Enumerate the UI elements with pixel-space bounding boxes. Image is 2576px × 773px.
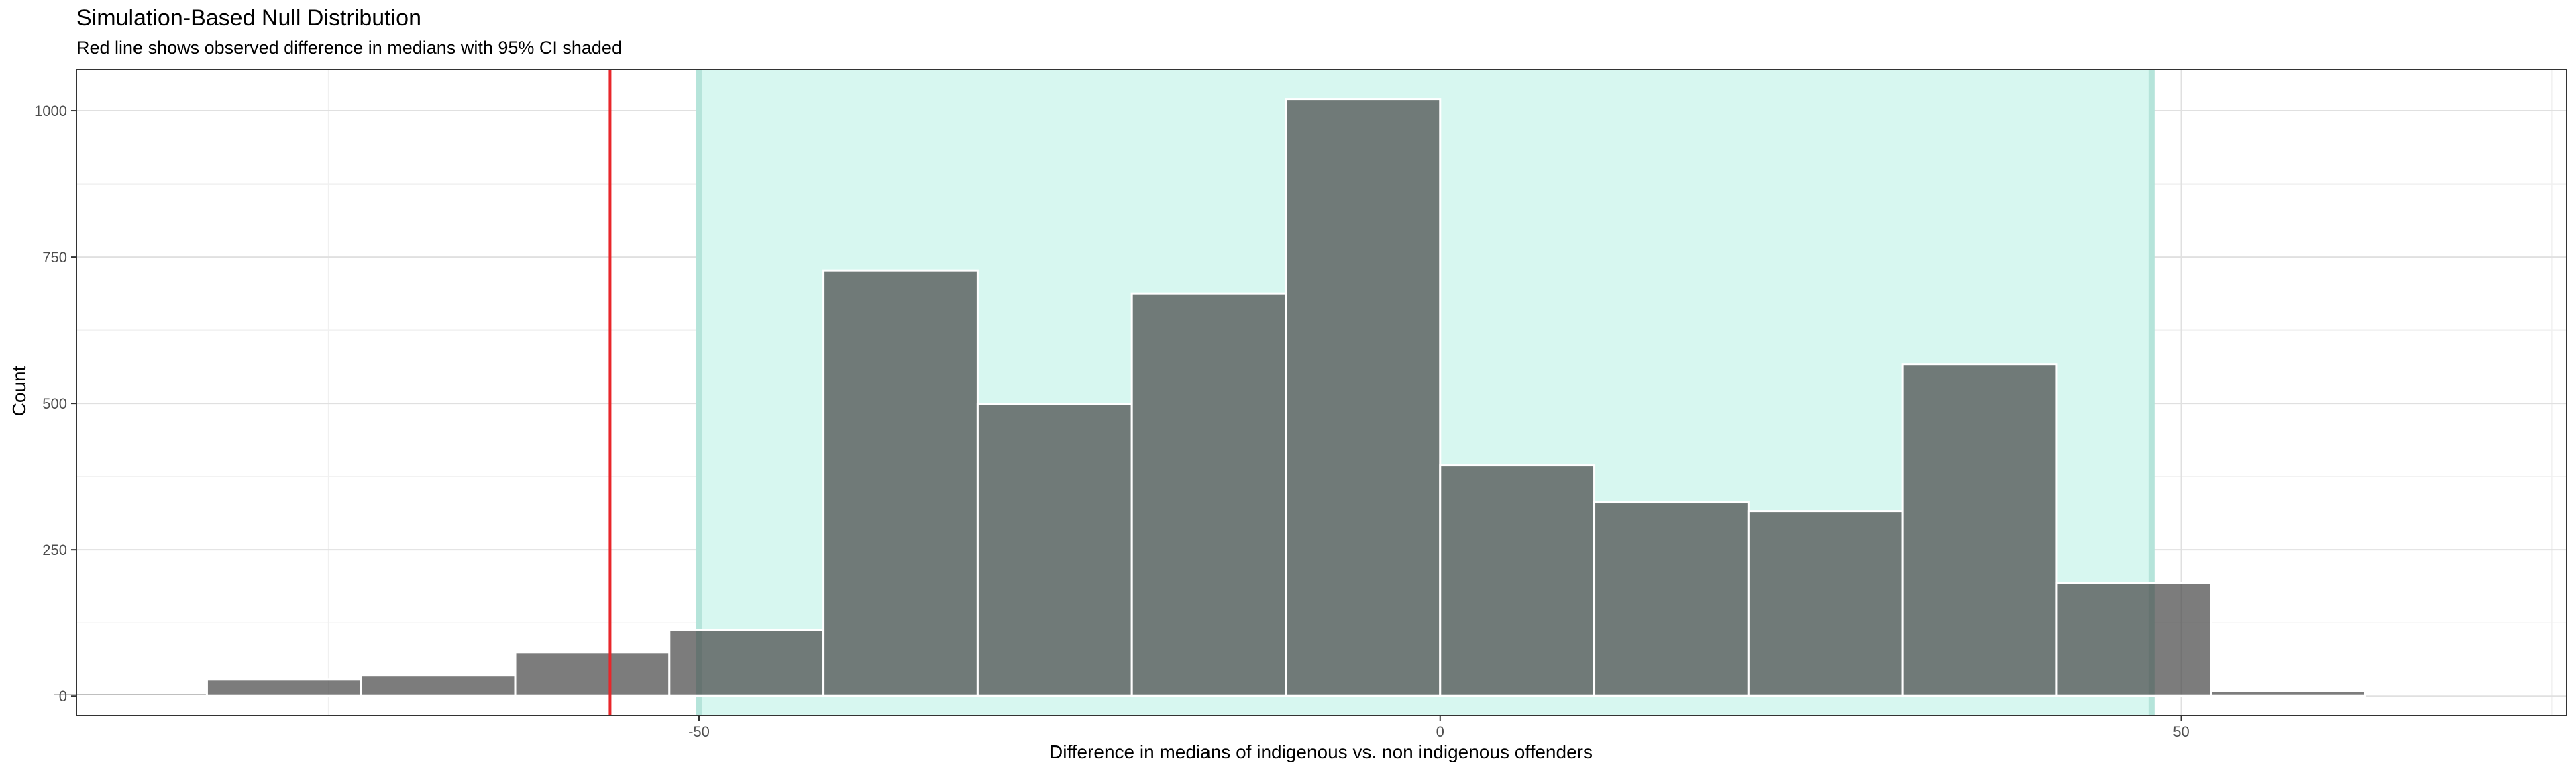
y-tick-label: 1000 [34, 103, 67, 119]
x-axis-title: Difference in medians of indigenous vs. … [1049, 741, 1593, 762]
y-tick-label: 250 [42, 542, 67, 558]
x-tick-label: 0 [1436, 723, 1444, 740]
plot-panel-border [76, 69, 2567, 716]
histogram-bar-2 [205, 678, 362, 697]
x-tick-label: 50 [2173, 723, 2189, 740]
chart-title: Simulation-Based Null Distribution [76, 5, 422, 31]
y-tick-label: 500 [42, 395, 67, 412]
histogram-bar-15 [2210, 690, 2367, 697]
histogram-bar-9 [1285, 98, 1442, 697]
histogram-bar-7 [976, 403, 1133, 697]
histogram-bar-12 [1747, 510, 1904, 697]
histogram-bar-6 [822, 269, 979, 697]
histogram-bar-13 [1901, 363, 2058, 697]
histogram-bar-10 [1439, 464, 1596, 697]
histogram-bars [52, 98, 2367, 697]
histogram-bar-5 [668, 629, 825, 697]
x-tick-label: -50 [688, 723, 710, 740]
y-tick-label: 750 [42, 249, 67, 266]
histogram-bar-4 [514, 651, 671, 697]
histogram-bar-14 [2055, 582, 2212, 697]
histogram-bar-11 [1593, 501, 1750, 697]
histogram-bar-3 [360, 674, 517, 697]
histogram-bar-8 [1130, 292, 1287, 697]
y-axis-title: Count [9, 366, 30, 416]
y-tick-label: 0 [59, 688, 67, 705]
chart-subtitle: Red line shows observed difference in me… [76, 38, 622, 58]
